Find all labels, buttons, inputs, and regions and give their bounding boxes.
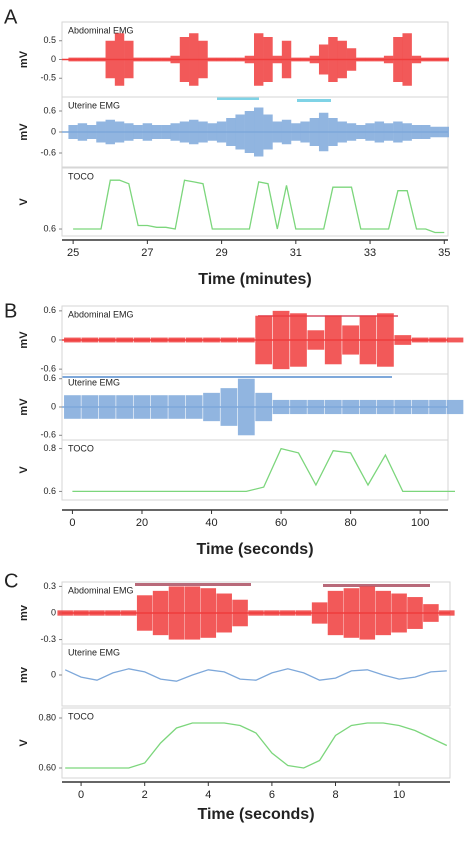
y-tick-label: 0 xyxy=(51,401,56,411)
y-tick-label: -0.6 xyxy=(40,147,56,157)
trace-name: Abdominal EMG xyxy=(68,585,134,595)
contraction-marker xyxy=(135,583,251,586)
x-tick-label: 35 xyxy=(438,247,450,259)
signal-envelope xyxy=(446,399,464,415)
y-tick-label: 0.6 xyxy=(43,223,56,233)
x-tick-label: 80 xyxy=(345,517,357,529)
y-axis-label: mv xyxy=(18,666,30,683)
y-tick-label: 0.60 xyxy=(38,762,56,772)
trace-name: Abdominal EMG xyxy=(68,309,134,319)
x-tick-label: 8 xyxy=(332,789,338,801)
trace-name: Uterine EMG xyxy=(68,100,120,110)
x-tick-label: 29 xyxy=(215,247,227,259)
y-axis-label: mv xyxy=(18,604,30,621)
trace-frame xyxy=(61,439,449,501)
x-tick-label: 100 xyxy=(411,517,429,529)
trace-name: TOCO xyxy=(68,711,94,721)
x-tick-label: 60 xyxy=(275,517,287,529)
panel-label: A xyxy=(4,6,18,28)
trace-frame xyxy=(61,643,451,707)
y-axis-label: mV xyxy=(18,331,30,349)
x-tick-label: 27 xyxy=(141,247,153,259)
y-axis-label: V xyxy=(18,739,30,747)
y-tick-label: 0 xyxy=(51,126,56,136)
x-tick-label: 33 xyxy=(364,247,376,259)
contraction-marker xyxy=(297,99,331,102)
signal-line xyxy=(72,447,455,493)
trace-name: TOCO xyxy=(68,443,94,453)
signal-line xyxy=(65,722,448,769)
trace-name: TOCO xyxy=(68,171,94,181)
signal-envelope xyxy=(446,337,464,343)
y-axis-label: mV xyxy=(18,50,30,68)
y-axis-label: V xyxy=(18,198,30,206)
x-tick-label: 10 xyxy=(393,789,405,801)
x-tick-label: 31 xyxy=(290,247,302,259)
x-axis-label: Time (seconds) xyxy=(197,806,314,823)
y-tick-label: 0 xyxy=(51,669,56,679)
trace-frame xyxy=(61,707,451,779)
trace-name: Abdominal EMG xyxy=(68,25,134,35)
y-tick-label: 0 xyxy=(51,334,56,344)
x-tick-label: 0 xyxy=(78,789,84,801)
y-axis-label: V xyxy=(18,466,30,474)
trace-frame xyxy=(61,167,449,237)
x-tick-label: 4 xyxy=(205,789,211,801)
x-axis-label: Time (minutes) xyxy=(198,271,312,288)
contraction-marker xyxy=(62,376,392,378)
y-tick-label: 0.6 xyxy=(43,305,56,315)
trace-name: Uterine EMG xyxy=(68,647,120,657)
y-axis-label: mV xyxy=(18,398,30,416)
y-tick-label: 0.6 xyxy=(43,373,56,383)
y-tick-label: 0.6 xyxy=(43,486,56,496)
y-axis-label: mV xyxy=(18,123,30,141)
signal-line xyxy=(64,668,447,682)
x-tick-label: 25 xyxy=(67,247,79,259)
panel-label: B xyxy=(4,300,17,322)
x-tick-label: 40 xyxy=(205,517,217,529)
x-tick-label: 6 xyxy=(269,789,275,801)
x-axis-label: Time (seconds) xyxy=(196,541,313,558)
y-tick-label: 0.3 xyxy=(43,581,56,591)
contraction-marker xyxy=(323,584,430,587)
x-tick-label: 0 xyxy=(69,517,75,529)
signal-line xyxy=(73,179,445,234)
y-tick-label: 0 xyxy=(51,607,56,617)
y-tick-label: 0.8 xyxy=(43,443,56,453)
x-tick-label: 20 xyxy=(136,517,148,529)
y-tick-label: -0.5 xyxy=(40,73,56,83)
y-tick-label: 0 xyxy=(51,54,56,64)
y-tick-label: 0.5 xyxy=(43,35,56,45)
panel-label: C xyxy=(4,570,18,592)
trace-name: Uterine EMG xyxy=(68,377,120,387)
y-tick-label: -0.6 xyxy=(40,364,56,374)
y-tick-label: -0.3 xyxy=(40,634,56,644)
y-tick-label: 0.6 xyxy=(43,105,56,115)
contraction-marker xyxy=(217,97,259,100)
y-tick-label: 0.80 xyxy=(38,712,56,722)
x-tick-label: 2 xyxy=(142,789,148,801)
y-tick-label: -0.6 xyxy=(40,430,56,440)
